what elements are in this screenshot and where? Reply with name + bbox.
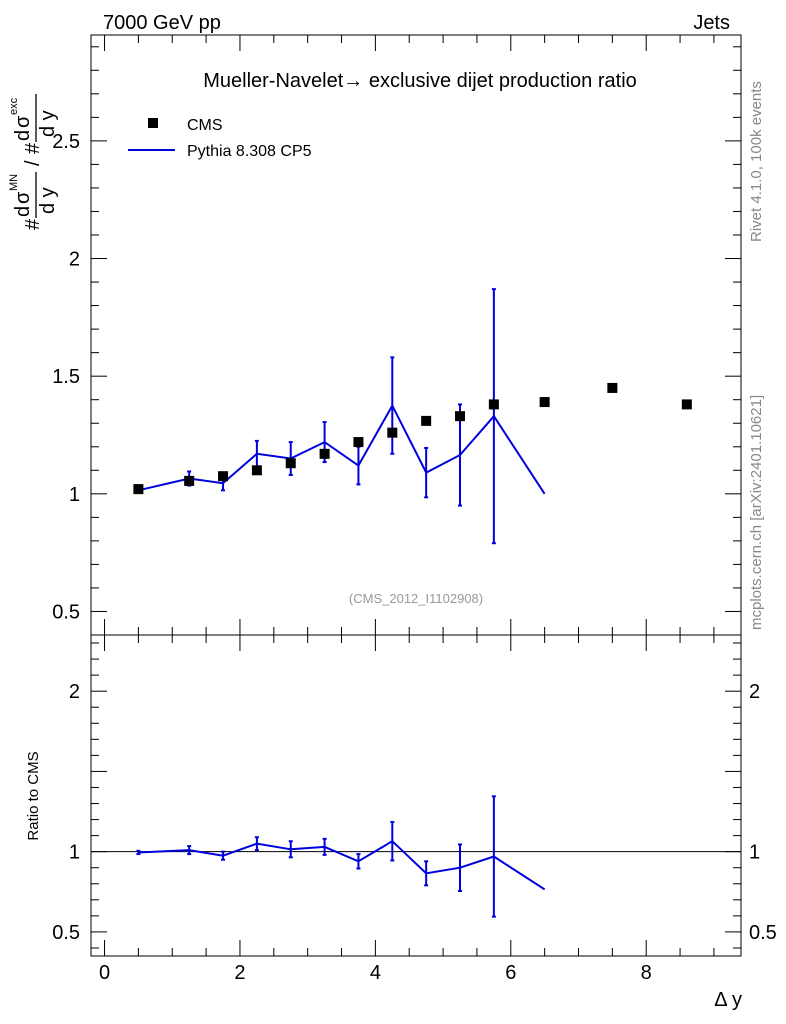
mcplots-label: mcplots.cern.ch [arXiv:2401.10621] [748,395,765,630]
ratio-ytick-label-left: 0.5 [52,922,80,944]
main-ytick-labels: 0.5 1 1.5 2 2.5 [52,131,80,624]
cms-data-point [681,399,692,410]
ylabel-den2: d y [37,110,59,137]
ylabel-sigma2: σ [12,115,34,128]
ratio-xtick-label: 0 [99,962,110,984]
ratio-ytick-label-left: 2 [69,681,80,703]
watermark: (CMS_2012_I1102908) [349,591,483,606]
ratio-ytick-label-right: 1 [749,842,760,864]
legend: CMS Pythia 8.308 CP5 [128,117,312,160]
ratio-ytick-label-right: 2 [749,681,760,703]
ratio-ytick-label-left: 1 [69,842,80,864]
main-ticks [91,35,741,636]
legend-cms-marker [148,118,158,128]
cms-data-point [421,415,432,426]
ylabel-hash1: # [22,218,44,230]
ylabel-sup1: MN [8,174,20,191]
main-ytick-label: 1 [69,484,80,506]
ratio-ticks [91,635,741,956]
ratio-xtick-label: 4 [370,962,381,984]
cms-data-point [455,411,466,422]
cms-data-point [285,458,296,469]
ylabel-d2: d [12,130,34,141]
ylabel-sigma1: σ [12,191,34,204]
x-axis-label: Δ y [714,989,742,1011]
main-data-series [133,382,692,495]
ylabel-den1: d y [37,187,59,214]
cms-data-point [387,427,398,438]
cms-data-point [488,399,499,410]
ratio-plot-frame [90,634,742,957]
ylabel-d1: d [12,206,34,217]
rivet-label: Rivet 4.1.0, 100k events [748,81,765,242]
cms-data-point [607,382,618,393]
header-right: Jets [693,12,730,34]
ratio-plot-panel: 0.5 0.5 1 1 2 2 0 2 4 6 8 Ratio to CMS Δ y [25,634,777,1011]
cms-data-point [218,471,229,482]
ylabel-slash: / [22,160,44,166]
plot-title: Mueller-Navelet→ exclusive dijet product… [203,70,637,92]
cms-data-point [133,484,144,495]
main-ytick-label: 2.5 [52,131,80,153]
main-ylabel: # d σ MN d y / # d σ exc d y [8,94,59,230]
cms-data-point [319,448,330,459]
legend-cms-label: CMS [187,117,223,134]
cms-data-point [353,437,364,448]
main-ytick-label: 0.5 [52,601,80,623]
ratio-xtick-label: 6 [505,962,516,984]
cms-data-point [251,465,262,476]
ratio-mc-series [136,795,546,918]
ratio-ytick-labels: 0.5 0.5 1 1 2 2 [52,681,777,944]
ratio-xtick-label: 8 [641,962,652,984]
ratio-mc-line [138,839,546,891]
legend-mc-label: Pythia 8.308 CP5 [187,143,312,160]
main-mc-series [136,288,546,545]
ylabel-sup2: exc [8,97,20,115]
main-ytick-label: 2 [69,249,80,271]
ratio-xtick-labels: 0 2 4 6 8 [99,962,652,984]
ratio-ytick-label-right: 0.5 [749,922,777,944]
main-plot-panel: 0.5 1 1.5 2 2.5 Mueller-Navelet→ exclusive d… [8,34,742,636]
ratio-xtick-label: 2 [234,962,245,984]
ylabel-hash2: # [22,142,44,154]
ratio-ylabel: Ratio to CMS [25,751,42,840]
main-ytick-label: 1.5 [52,366,80,388]
mc-line [138,403,546,495]
header-left: 7000 GeV pp [103,12,221,34]
cms-data-point [539,397,550,408]
cms-data-point [184,475,195,486]
